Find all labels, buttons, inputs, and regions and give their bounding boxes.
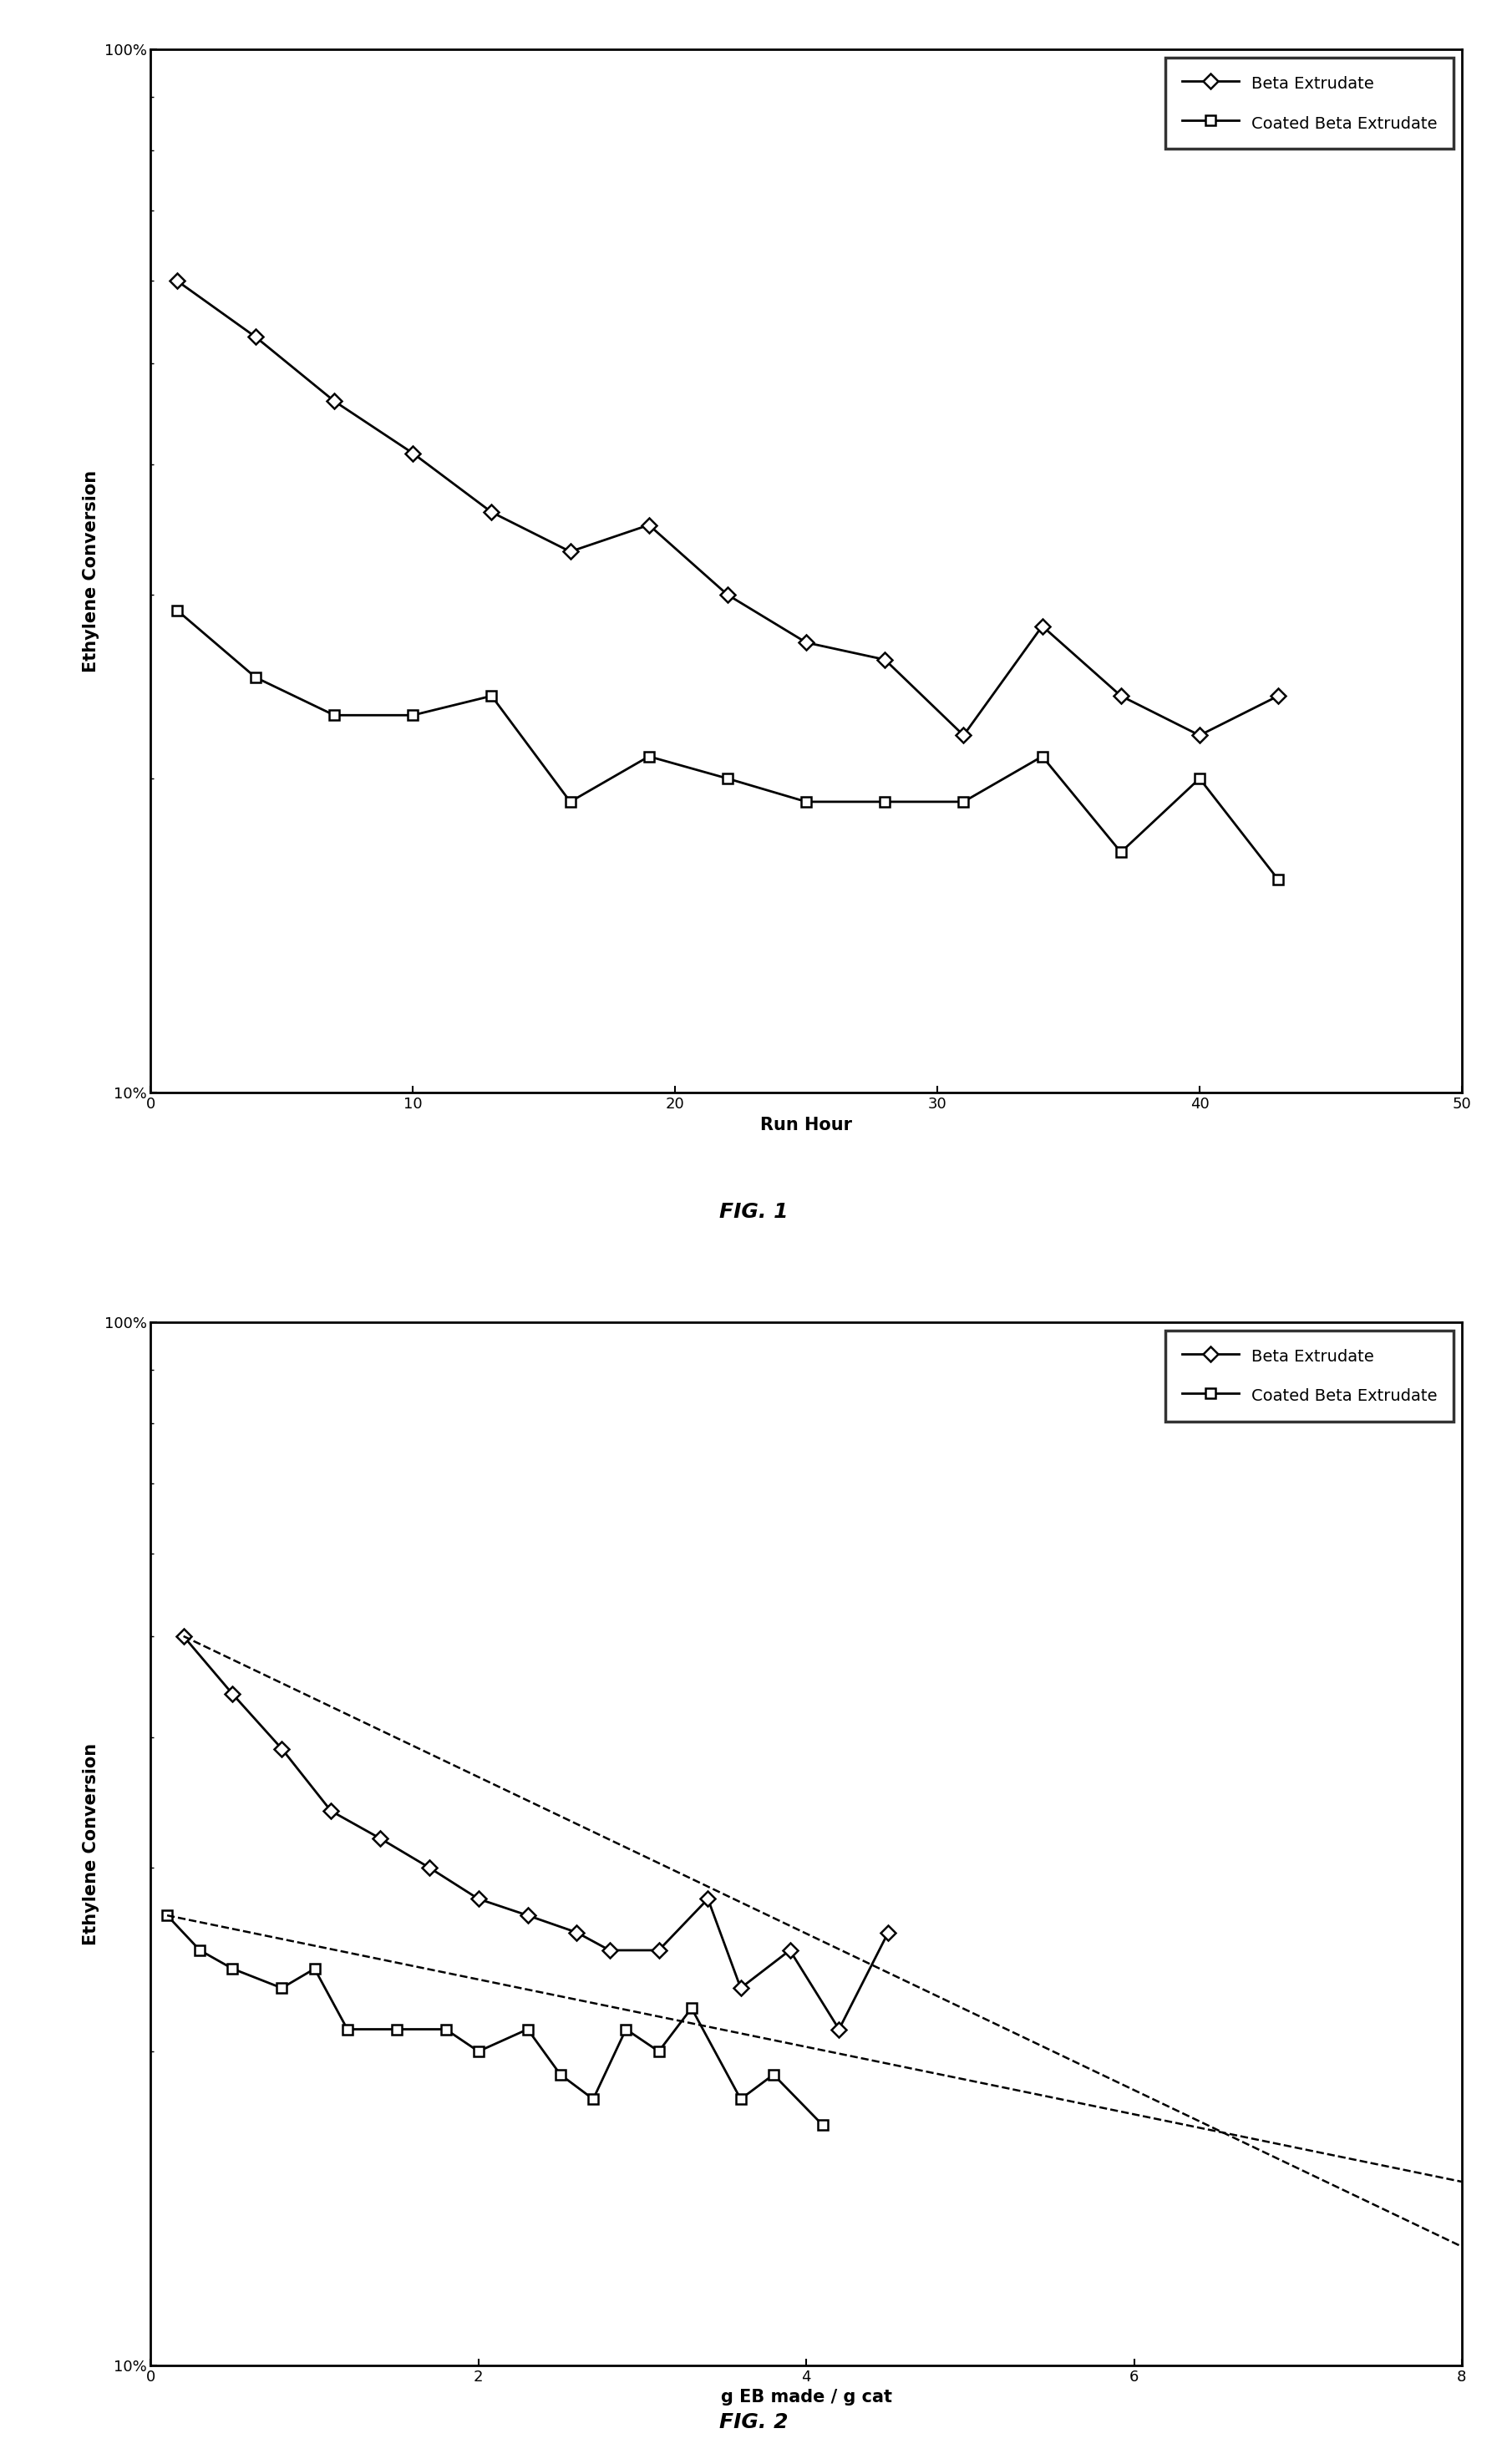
Beta Extrudate	[699, 1885, 717, 1915]
Beta Extrudate	[640, 510, 659, 540]
Coated Beta Extrudate	[437, 2016, 455, 2045]
Beta Extrudate	[371, 1823, 389, 1853]
Beta Extrudate	[420, 1853, 439, 1882]
Coated Beta Extrudate	[158, 1900, 176, 1929]
Coated Beta Extrudate	[683, 1993, 701, 2023]
Coated Beta Extrudate	[1112, 838, 1130, 867]
Coated Beta Extrudate	[719, 764, 737, 793]
Beta Extrudate	[223, 1680, 241, 1710]
Coated Beta Extrudate	[326, 700, 344, 729]
Beta Extrudate	[719, 579, 737, 609]
Beta Extrudate	[876, 646, 894, 675]
Beta Extrudate	[326, 387, 344, 416]
Coated Beta Extrudate	[954, 786, 972, 816]
Coated Beta Extrudate	[273, 1974, 291, 2003]
X-axis label: g EB made / g cat: g EB made / g cat	[720, 2390, 892, 2405]
Coated Beta Extrudate	[814, 2109, 832, 2139]
Y-axis label: Ethylene Conversion: Ethylene Conversion	[83, 1742, 99, 1944]
Beta Extrudate	[1191, 719, 1209, 749]
Beta Extrudate	[1112, 680, 1130, 710]
Coated Beta Extrudate	[764, 2060, 782, 2089]
Beta Extrudate	[482, 498, 500, 527]
Text: FIG. 2: FIG. 2	[719, 2412, 788, 2432]
Beta Extrudate	[1034, 611, 1052, 641]
Beta Extrudate	[470, 1885, 488, 1915]
Coated Beta Extrudate	[552, 2060, 570, 2089]
Beta Extrudate	[404, 439, 422, 468]
Coated Beta Extrudate	[338, 2016, 357, 2045]
Coated Beta Extrudate	[585, 2085, 603, 2114]
X-axis label: Run Hour: Run Hour	[761, 1116, 851, 1133]
Beta Extrudate	[650, 1937, 668, 1966]
Legend: Beta Extrudate, Coated Beta Extrudate: Beta Extrudate, Coated Beta Extrudate	[1165, 1331, 1454, 1422]
Coated Beta Extrudate	[470, 2038, 488, 2067]
Coated Beta Extrudate	[616, 2016, 634, 2045]
Coated Beta Extrudate	[404, 700, 422, 729]
Coated Beta Extrudate	[167, 596, 185, 626]
Beta Extrudate	[1269, 680, 1287, 710]
Text: FIG. 1: FIG. 1	[719, 1202, 788, 1222]
Coated Beta Extrudate	[387, 2016, 405, 2045]
Beta Extrudate	[732, 1974, 750, 2003]
Coated Beta Extrudate	[306, 1954, 324, 1984]
Beta Extrudate	[568, 1917, 586, 1947]
Beta Extrudate	[518, 1900, 536, 1929]
Beta Extrudate	[175, 1621, 193, 1651]
Legend: Beta Extrudate, Coated Beta Extrudate: Beta Extrudate, Coated Beta Extrudate	[1165, 57, 1454, 148]
Line: Beta Extrudate: Beta Extrudate	[178, 1631, 894, 2035]
Beta Extrudate	[797, 628, 815, 658]
Beta Extrudate	[600, 1937, 618, 1966]
Beta Extrudate	[273, 1735, 291, 1764]
Beta Extrudate	[322, 1796, 341, 1826]
Coated Beta Extrudate	[876, 786, 894, 816]
Coated Beta Extrudate	[797, 786, 815, 816]
Coated Beta Extrudate	[247, 663, 265, 692]
Line: Coated Beta Extrudate: Coated Beta Extrudate	[172, 606, 1284, 885]
Y-axis label: Ethylene Conversion: Ethylene Conversion	[83, 471, 99, 673]
Coated Beta Extrudate	[1269, 865, 1287, 894]
Line: Beta Extrudate: Beta Extrudate	[172, 276, 1284, 742]
Beta Extrudate	[561, 537, 579, 567]
Line: Coated Beta Extrudate: Coated Beta Extrudate	[161, 1910, 827, 2131]
Beta Extrudate	[247, 323, 265, 352]
Beta Extrudate	[167, 266, 185, 296]
Beta Extrudate	[954, 719, 972, 749]
Coated Beta Extrudate	[1034, 742, 1052, 771]
Coated Beta Extrudate	[191, 1937, 209, 1966]
Beta Extrudate	[879, 1917, 897, 1947]
Beta Extrudate	[781, 1937, 799, 1966]
Coated Beta Extrudate	[482, 680, 500, 710]
Coated Beta Extrudate	[732, 2085, 750, 2114]
Coated Beta Extrudate	[561, 786, 579, 816]
Coated Beta Extrudate	[650, 2038, 668, 2067]
Coated Beta Extrudate	[518, 2016, 536, 2045]
Coated Beta Extrudate	[223, 1954, 241, 1984]
Coated Beta Extrudate	[640, 742, 659, 771]
Beta Extrudate	[830, 2016, 848, 2045]
Coated Beta Extrudate	[1191, 764, 1209, 793]
